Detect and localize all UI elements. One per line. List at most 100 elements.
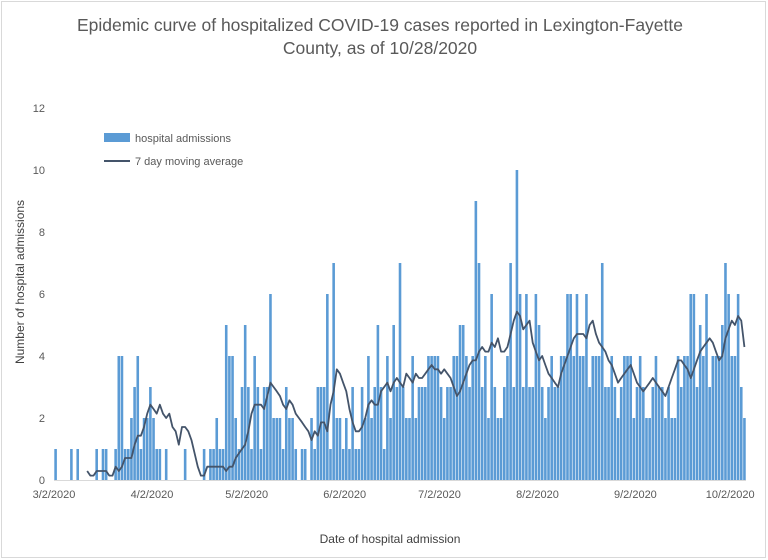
bar-day-182 — [629, 356, 632, 480]
bar-day-7 — [76, 449, 80, 480]
bar-day-27 — [139, 449, 143, 480]
bar-day-54 — [224, 325, 228, 480]
bar-day-191 — [657, 387, 661, 480]
bar-day-158 — [553, 387, 557, 480]
bar-day-31 — [152, 418, 155, 480]
bar-day-208 — [711, 356, 715, 480]
bar-day-51 — [215, 418, 219, 480]
bar-day-175 — [607, 387, 610, 480]
bar-day-67 — [266, 387, 269, 480]
bar-day-57 — [234, 418, 237, 480]
line-layer — [86, 310, 746, 477]
bar-day-186 — [642, 387, 645, 480]
bar-day-86 — [326, 294, 329, 480]
bar-day-33 — [158, 449, 162, 480]
bar-day-217 — [739, 387, 743, 480]
bar-day-109 — [398, 263, 402, 480]
bar-day-193 — [664, 418, 667, 480]
bar-day-209 — [714, 356, 718, 480]
bar-day-108 — [395, 387, 399, 480]
bar-day-125 — [449, 387, 452, 480]
x-tick-4-2-2020: 4/2/2020 — [131, 489, 174, 501]
bar-day-75 — [291, 418, 294, 480]
bar-day-53 — [221, 449, 225, 480]
bar-day-215 — [733, 356, 737, 480]
bar-day-176 — [610, 356, 614, 480]
bar-day-127 — [455, 356, 459, 480]
bar-day-126 — [452, 356, 456, 480]
x-tick-8-2-2020: 8/2/2020 — [516, 489, 559, 501]
bar-day-149 — [525, 294, 528, 480]
bar-day-94 — [351, 387, 354, 480]
bar-day-123 — [442, 418, 446, 480]
bar-day-187 — [645, 418, 648, 480]
bar-day-64 — [256, 387, 260, 480]
legend-bar-swatch — [104, 133, 130, 142]
bar-day-124 — [446, 387, 449, 480]
bar-day-203 — [695, 387, 699, 480]
bar-day-107 — [392, 325, 395, 480]
y-tick-8: 8 — [39, 227, 45, 239]
bar-day-30 — [149, 387, 152, 480]
bar-day-117 — [424, 387, 427, 480]
y-tick-4: 4 — [39, 351, 45, 363]
x-tick-7-2-2020: 7/2/2020 — [418, 489, 461, 501]
bar-day-166 — [578, 356, 582, 480]
bar-day-135 — [480, 387, 484, 480]
bar-day-50 — [212, 449, 215, 480]
bar-day-205 — [702, 356, 705, 480]
bar-day-188 — [648, 418, 651, 480]
bar-day-98 — [363, 418, 367, 480]
x-tick-labels: 3/2/2020 4/2/2020 5/2/2020 6/2/2020 7/2/2020… — [33, 489, 755, 501]
y-tick-10: 10 — [33, 165, 45, 177]
bar-day-168 — [585, 294, 588, 480]
x-tick-5-2-2020: 5/2/2020 — [225, 489, 268, 501]
bar-day-195 — [670, 418, 674, 480]
bar-day-5 — [70, 449, 73, 480]
legend-bar-label: hospital admissions — [135, 133, 231, 145]
bar-day-147 — [518, 294, 522, 480]
bar-day-169 — [588, 387, 591, 480]
bar-day-155 — [544, 418, 547, 480]
bar-day-150 — [528, 387, 531, 480]
bar-day-197 — [676, 356, 680, 480]
bar-day-23 — [126, 449, 130, 480]
bar-day-90 — [338, 418, 342, 480]
bar-day-204 — [698, 325, 702, 480]
x-tick-6-2-2020: 6/2/2020 — [323, 489, 366, 501]
bar-day-68 — [269, 294, 272, 480]
bar-day-101 — [373, 387, 377, 480]
bar-day-58 — [237, 449, 241, 480]
bar-day-141 — [499, 418, 503, 480]
bar-day-218 — [743, 418, 746, 480]
bar-day-105 — [386, 356, 389, 480]
bar-day-112 — [408, 418, 411, 480]
bar-day-26 — [136, 356, 140, 480]
bar-day-192 — [660, 387, 664, 480]
bar-day-151 — [531, 387, 535, 480]
bar-day-128 — [458, 325, 462, 480]
bar-day-133 — [474, 201, 478, 480]
chart-title: Epidemic curve of hospitalized COVID-19 … — [60, 14, 700, 60]
bar-day-183 — [632, 418, 636, 480]
bar-day-172 — [597, 356, 601, 480]
bar-day-196 — [673, 418, 677, 480]
bar-day-87 — [329, 449, 332, 480]
bar-day-174 — [604, 387, 607, 480]
bar-day-120 — [433, 356, 437, 480]
bar-day-114 — [414, 418, 418, 480]
bar-day-100 — [370, 418, 373, 480]
bar-day-96 — [357, 449, 361, 480]
bar-day-60 — [243, 325, 247, 480]
bar-day-78 — [300, 449, 304, 480]
bar-day-148 — [521, 387, 525, 480]
y-tick-2: 2 — [39, 413, 45, 425]
bar-day-82 — [313, 449, 316, 480]
y-tick-12: 12 — [33, 103, 45, 115]
y-axis-title: Number of hospital admissions — [13, 200, 27, 364]
bar-day-185 — [638, 356, 642, 480]
bar-day-22 — [123, 449, 127, 480]
bar-day-93 — [348, 449, 351, 480]
bar-day-179 — [619, 387, 623, 480]
